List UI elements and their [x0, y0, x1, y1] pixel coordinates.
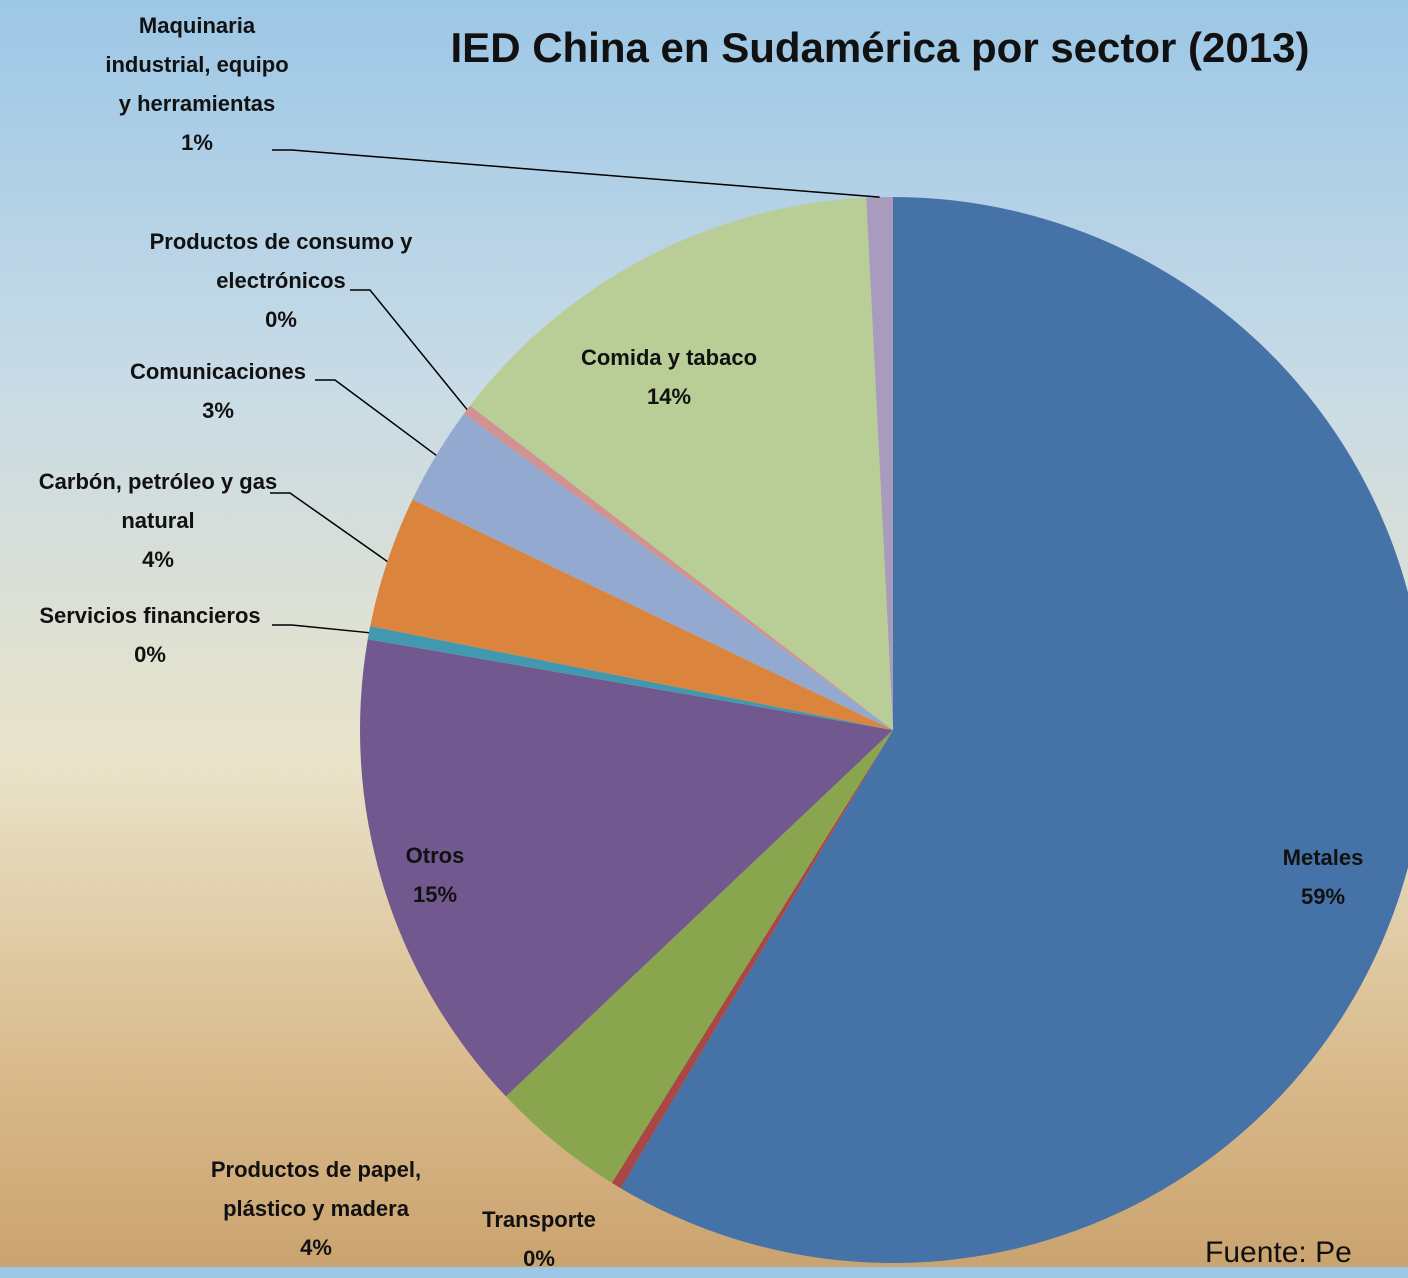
- page: IED China en Sudamérica por sector (2013…: [0, 0, 1408, 1267]
- slice-label: Servicios financieros: [0, 596, 300, 635]
- slice-label: Carbón, petróleo y gas natural: [27, 462, 289, 540]
- leader-line: [272, 150, 880, 197]
- slice-label: Transporte: [439, 1200, 639, 1239]
- slice-value-label: 0%: [0, 635, 300, 674]
- slice-label: Maquinaria industrial, equipo y herramie…: [102, 6, 292, 123]
- slice-label: Otros: [355, 836, 515, 875]
- slice-value-label: 14%: [539, 377, 799, 416]
- slice-value-label: 59%: [1223, 877, 1408, 916]
- source-note: Fuente: Pe: [1205, 1236, 1352, 1270]
- slice-value-label: 1%: [102, 123, 292, 162]
- slice-value-label: 3%: [98, 391, 338, 430]
- slice-value-label: 0%: [439, 1239, 639, 1278]
- slice-label: Productos de consumo y electrónicos: [109, 222, 454, 300]
- slice-label: Metales: [1223, 838, 1408, 877]
- slice-label: Comida y tabaco: [539, 338, 799, 377]
- slice-label: Comunicaciones: [98, 352, 338, 391]
- slice-value-label: 15%: [355, 875, 515, 914]
- slice-value-label: 4%: [27, 540, 289, 579]
- slice-value-label: 0%: [109, 300, 454, 339]
- chart-title: IED China en Sudamérica por sector (2013…: [360, 24, 1400, 72]
- slice-value-label: 4%: [171, 1228, 461, 1267]
- slice-label: Productos de papel, plástico y madera: [171, 1150, 461, 1228]
